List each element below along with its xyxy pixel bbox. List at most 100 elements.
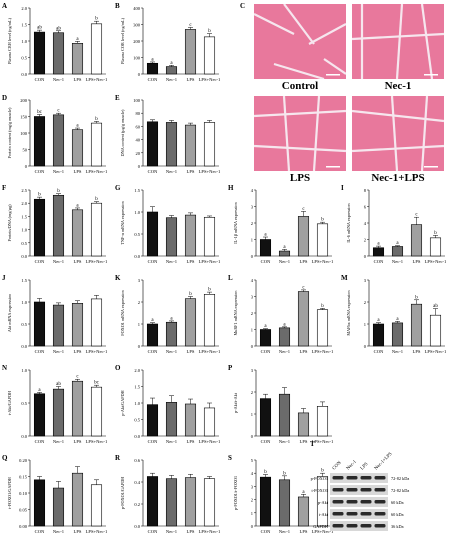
- error-bar: [188, 212, 193, 216]
- y-tick-label: 0.6: [134, 458, 140, 463]
- x-tick-label: Nec-1: [279, 349, 291, 354]
- x-tick-label: Nec-1: [279, 439, 291, 444]
- y-tick-label: 1: [138, 322, 140, 327]
- chart-panel-l: L 0 1 2 3 4 MuRF1 mRNA expression a CON a Nec-1 c LP…: [228, 274, 334, 354]
- y-tick-label: 2: [138, 300, 140, 305]
- significance-letter: c: [302, 285, 305, 290]
- bar-nec-1: [278, 393, 291, 437]
- error-bar: [94, 20, 99, 24]
- bar-con: [372, 247, 385, 257]
- x-tick-label: CON: [148, 349, 158, 354]
- protein-band: [346, 524, 358, 528]
- y-tick-label: 80: [136, 111, 141, 116]
- error-bar: [56, 112, 61, 115]
- x-tick-label: CON: [261, 529, 271, 534]
- bar-con: [33, 31, 46, 75]
- bar-con: [259, 398, 272, 437]
- histology-label-lps: LPS: [289, 172, 311, 184]
- y-tick-label: 1: [364, 322, 366, 327]
- y-tick-label: 1.5: [21, 214, 27, 219]
- y-tick-label: 0.5: [21, 322, 27, 327]
- error-bar: [188, 398, 193, 404]
- y-tick-label: 6: [364, 205, 367, 210]
- y-tick-label: 0: [138, 164, 141, 169]
- chart-panel-p: P 0 1 2 3 p-Akt/t-Akt CON Nec-1 LPS LPS+Nec-1: [228, 364, 334, 444]
- y-tick-label: 0.5: [21, 56, 27, 61]
- significance-letter: ab: [56, 26, 61, 31]
- chart-panel-a: A 0.0 0.5 1.0 1.5 2.0 Plasma CRH level (ng/mL)…: [2, 2, 108, 82]
- x-tick-label: CON: [148, 77, 158, 82]
- fiber-gap: [420, 4, 434, 79]
- y-tick-label: 0.0: [134, 254, 140, 259]
- y-tick-label: 0.05: [19, 508, 28, 513]
- bar-lps-nec-1: [90, 386, 103, 437]
- y-tick-label: 5: [251, 458, 254, 463]
- x-tick-label: CON: [148, 529, 158, 534]
- panel-label-s: S: [228, 454, 232, 462]
- y-tick-label: 4: [251, 188, 254, 193]
- significance-letter: a: [170, 61, 173, 66]
- y-axis-label: MuRF1 mRNA expression: [233, 290, 238, 336]
- bar-lps: [71, 43, 84, 75]
- y-axis-label: DNA content (µg/g muscle): [120, 109, 125, 156]
- y-tick-label: 400: [133, 6, 141, 11]
- chart-panel-o: O 0.0 0.5 1.0 1.5 2.0 p-Akt/GAPDH CON Nec-1 LPS LP…: [115, 364, 221, 444]
- x-tick-label: Nec-1: [166, 77, 178, 82]
- significance-letter: c: [57, 109, 60, 114]
- x-tick-label: LPS+Nec-1: [86, 259, 108, 264]
- bar-nec-1: [165, 321, 178, 347]
- significance-letter: c: [76, 375, 79, 380]
- x-tick-label: LPS: [413, 349, 421, 354]
- significance-letter: ab: [56, 382, 61, 387]
- fiber-gap: [352, 109, 444, 123]
- bar-nec-1: [165, 217, 178, 257]
- fiber-gap: [283, 4, 315, 45]
- band-name: GAPDH: [313, 524, 328, 529]
- y-tick-label: 0.0: [134, 524, 140, 529]
- chart-panel-d: D 0 50 100 150 200 Protein content (mg/g muscl…: [2, 94, 108, 174]
- bar-nec-1: [165, 478, 178, 527]
- scale-bar: [424, 74, 438, 76]
- chart-panel-e: E 0 20 40 60 80 100 DNA content (µg/g muscle) CO…: [115, 94, 221, 174]
- error-bar: [395, 245, 400, 247]
- protein-band: [360, 500, 372, 504]
- x-tick-label: LPS+Nec-1: [312, 439, 334, 444]
- y-tick-label: 0: [251, 254, 254, 259]
- band-size: 72-82 kDa: [391, 488, 409, 493]
- bar-lps: [297, 291, 310, 347]
- y-tick-label: 0: [251, 344, 254, 349]
- significance-letter: a: [264, 324, 267, 329]
- bar-lps: [297, 496, 310, 527]
- bar-con: [259, 239, 272, 257]
- error-bar: [56, 302, 61, 306]
- fiber-gap: [273, 62, 325, 79]
- histology-image-control: [254, 4, 346, 79]
- significance-letter: a: [264, 233, 267, 238]
- y-tick-label: 0.0: [21, 344, 27, 349]
- y-tick-label: 1.5: [21, 23, 27, 28]
- error-bar: [207, 120, 212, 123]
- y-tick-label: 50: [23, 148, 28, 153]
- band-size: 36 kDa: [391, 524, 404, 529]
- error-bar: [376, 245, 381, 248]
- significance-letter: a: [76, 37, 79, 42]
- error-bar: [320, 472, 325, 477]
- bar-con: [146, 404, 159, 437]
- significance-letter: c: [415, 213, 418, 218]
- x-tick-label: CON: [35, 259, 45, 264]
- error-bar: [150, 206, 155, 212]
- significance-letter: b: [57, 189, 60, 194]
- y-axis-label: FOXO1 mRNA expression: [120, 289, 125, 335]
- scale-bar: [326, 74, 340, 76]
- bar-lps: [297, 412, 310, 437]
- error-bar: [376, 322, 381, 324]
- bar-lps: [184, 477, 197, 527]
- chart-panel-j: J 0.0 0.5 1.0 1.5 Akt mRNA expression CON Nec-1…: [2, 274, 108, 354]
- bar-nec-1: [52, 194, 65, 257]
- bar-lps: [297, 216, 310, 257]
- fiber-gap: [308, 23, 346, 45]
- error-bar: [301, 289, 306, 292]
- histology-label-control: Control: [281, 80, 319, 92]
- y-tick-label: 2: [364, 238, 366, 243]
- panel-label-k: K: [115, 274, 121, 282]
